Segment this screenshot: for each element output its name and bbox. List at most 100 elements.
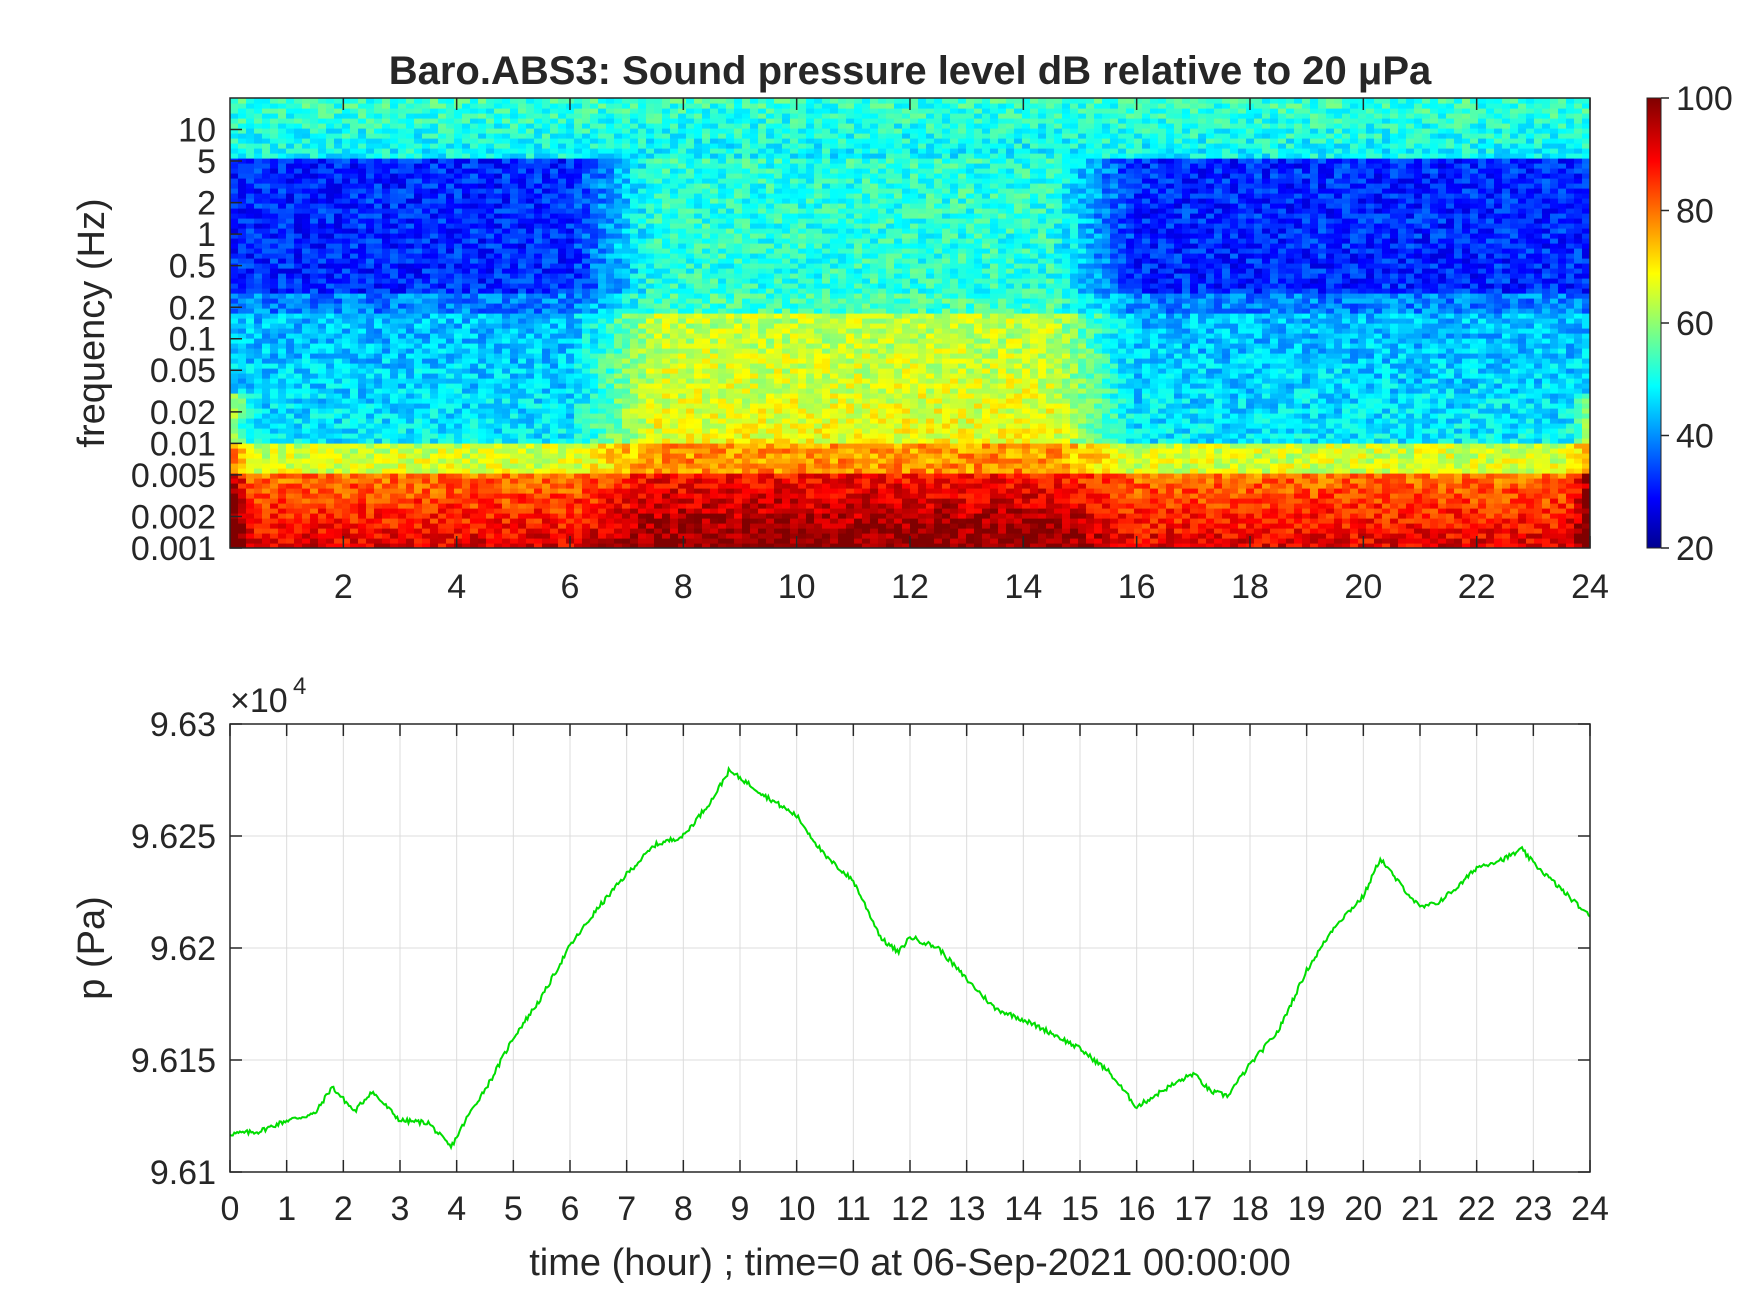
spectrogram-cell xyxy=(350,343,359,349)
spectrogram-cell xyxy=(366,153,375,159)
spectrogram-cell xyxy=(558,233,567,239)
spectrogram-cell xyxy=(294,123,303,129)
spectrogram-cell xyxy=(606,143,615,149)
spectrogram-cell xyxy=(310,138,319,144)
spectrogram-cell xyxy=(462,303,471,309)
spectrogram-cell xyxy=(630,493,639,499)
spectrogram-cell xyxy=(590,128,599,134)
spectrogram-cell xyxy=(622,523,631,529)
spectrogram-cell xyxy=(366,408,375,414)
spectrogram-cell xyxy=(278,323,287,329)
spectrogram-cell xyxy=(574,408,583,414)
spectrogram-cell xyxy=(318,403,327,409)
spectrogram-cell xyxy=(470,473,479,479)
spectrogram-cell xyxy=(630,103,639,109)
spectrogram-cell xyxy=(534,193,543,199)
spectrogram-cell xyxy=(446,388,455,394)
spectrogram-cell xyxy=(398,303,407,309)
spectrogram-cell xyxy=(406,308,415,314)
spectrogram-cell xyxy=(526,398,535,404)
spectrogram-cell xyxy=(310,338,319,344)
spectrogram-cell xyxy=(278,333,287,339)
spectrogram-cell xyxy=(422,448,431,454)
spectrogram-cell xyxy=(430,473,439,479)
spectrogram-cell xyxy=(262,363,271,369)
spectrogram-cell xyxy=(518,513,527,519)
spectrogram-cell xyxy=(326,438,335,444)
spectrogram-cell xyxy=(470,113,479,119)
spectrogram-cell xyxy=(470,373,479,379)
spectrogram-cell xyxy=(598,463,607,469)
spectrogram-cell xyxy=(446,353,455,359)
spectrogram-cell xyxy=(494,283,503,289)
spectrogram-cell xyxy=(230,353,239,359)
spectrogram-cell xyxy=(318,448,327,454)
spectrogram-cell xyxy=(262,308,271,314)
spectrogram-cell xyxy=(630,443,639,449)
spectrogram-cell xyxy=(534,443,543,449)
spectrogram-cell xyxy=(246,263,255,269)
spectrogram-cell xyxy=(342,313,351,319)
spectrogram-cell xyxy=(246,188,255,194)
spectrogram-cell xyxy=(414,253,423,259)
spectrogram-cell xyxy=(318,393,327,399)
spectrogram-cell xyxy=(430,463,439,469)
spectrogram-cell xyxy=(302,103,311,109)
spectrogram-cell xyxy=(518,448,527,454)
spectrogram-cell xyxy=(246,223,255,229)
spectrogram-cell xyxy=(542,498,551,504)
spectrogram-cell xyxy=(598,253,607,259)
spectrogram-cell xyxy=(526,498,535,504)
spectrogram-cell xyxy=(446,258,455,264)
spectrogram-cell xyxy=(638,323,647,329)
spectrogram-cell xyxy=(662,208,671,214)
spectrogram-cell xyxy=(518,243,527,249)
spectrogram-cell xyxy=(406,258,415,264)
spectrogram-cell xyxy=(446,223,455,229)
spectrogram-cell xyxy=(350,378,359,384)
spectrogram-cell xyxy=(286,213,295,219)
spectrogram-cell xyxy=(486,148,495,154)
spectrogram-cell xyxy=(638,473,647,479)
spectrogram-cell xyxy=(238,393,247,399)
spectrogram-cell xyxy=(350,128,359,134)
spectrogram-cell xyxy=(566,188,575,194)
spectrogram-cell xyxy=(286,443,295,449)
spectrogram-cell xyxy=(574,263,583,269)
spectrogram-cell xyxy=(422,353,431,359)
spectrogram-cell xyxy=(406,208,415,214)
spectrogram-cell xyxy=(238,518,247,524)
spectrogram-cell xyxy=(334,363,343,369)
spectrogram-cell xyxy=(326,213,335,219)
spectrogram-cell xyxy=(470,453,479,459)
spectrogram-cell xyxy=(454,283,463,289)
spectrogram-cell xyxy=(606,248,615,254)
spectrogram-cell xyxy=(486,428,495,434)
spectrogram-cell xyxy=(582,178,591,184)
spectrogram-cell xyxy=(582,418,591,424)
spectrogram-cell xyxy=(510,188,519,194)
spectrogram-cell xyxy=(622,188,631,194)
spectrogram-cell xyxy=(598,333,607,339)
spectrogram-cell xyxy=(638,143,647,149)
spectrogram-cell xyxy=(398,533,407,539)
spectrogram-cell xyxy=(558,263,567,269)
spectrogram-cell xyxy=(478,408,487,414)
spectrogram-cell xyxy=(606,528,615,534)
spectrogram-cell xyxy=(558,503,567,509)
spectrogram-cell xyxy=(326,108,335,114)
spectrogram-cell xyxy=(438,448,447,454)
spectrogram-cell xyxy=(662,268,671,274)
spectrogram-cell xyxy=(406,183,415,189)
spectrogram-cell xyxy=(550,488,559,494)
spectrogram-cell xyxy=(654,533,663,539)
spectrogram-cell xyxy=(502,358,511,364)
spectrogram-cell xyxy=(454,193,463,199)
spectrogram-cell xyxy=(382,493,391,499)
spectrogram-cell xyxy=(558,183,567,189)
spectrogram-cell xyxy=(662,308,671,314)
spectrogram-cell xyxy=(278,133,287,139)
spectrogram-cell xyxy=(606,523,615,529)
spectrogram-cell xyxy=(598,173,607,179)
spectrogram-cell xyxy=(518,398,527,404)
